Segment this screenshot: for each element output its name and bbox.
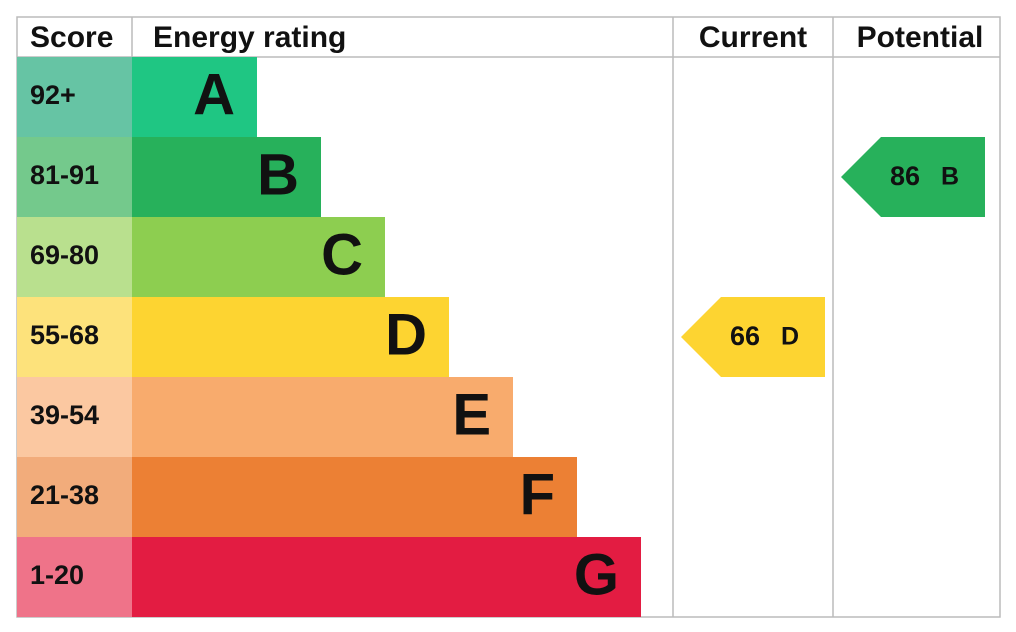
potential-arrow <box>841 137 985 217</box>
rating-bar <box>132 297 449 377</box>
rating-bar <box>132 457 577 537</box>
score-cell <box>17 377 132 457</box>
score-cell <box>17 537 132 617</box>
rating-bar <box>132 537 641 617</box>
potential-letter: B <box>941 163 959 191</box>
current-arrow <box>681 297 825 377</box>
header-potential: Potential <box>857 21 984 54</box>
rating-letter: G <box>574 542 619 607</box>
rating-letter: F <box>520 462 555 527</box>
score-label: 55-68 <box>30 320 99 350</box>
rating-letter: D <box>385 302 427 367</box>
score-cell <box>17 57 132 137</box>
score-cell <box>17 217 132 297</box>
rating-letter: B <box>257 142 299 207</box>
rating-letter: E <box>452 382 491 447</box>
score-label: 81-91 <box>30 160 99 190</box>
score-cell <box>17 137 132 217</box>
score-label: 21-38 <box>30 480 99 510</box>
header-score: Score <box>30 21 113 54</box>
score-cell <box>17 297 132 377</box>
rating-bar <box>132 377 513 457</box>
header-energy-rating: Energy rating <box>153 21 346 54</box>
score-label: 39-54 <box>30 400 99 430</box>
header-current: Current <box>699 21 807 54</box>
score-cell <box>17 457 132 537</box>
rating-bar <box>132 137 321 217</box>
current-letter: D <box>781 323 799 351</box>
score-label: 92+ <box>30 80 76 110</box>
rating-bar <box>132 57 257 137</box>
score-label: 1-20 <box>30 560 84 590</box>
current-value: 66 <box>730 321 760 351</box>
potential-value: 86 <box>890 161 920 191</box>
rating-letter: A <box>193 62 235 127</box>
rating-letter: C <box>321 222 363 287</box>
score-label: 69-80 <box>30 240 99 270</box>
rating-bar <box>132 217 385 297</box>
